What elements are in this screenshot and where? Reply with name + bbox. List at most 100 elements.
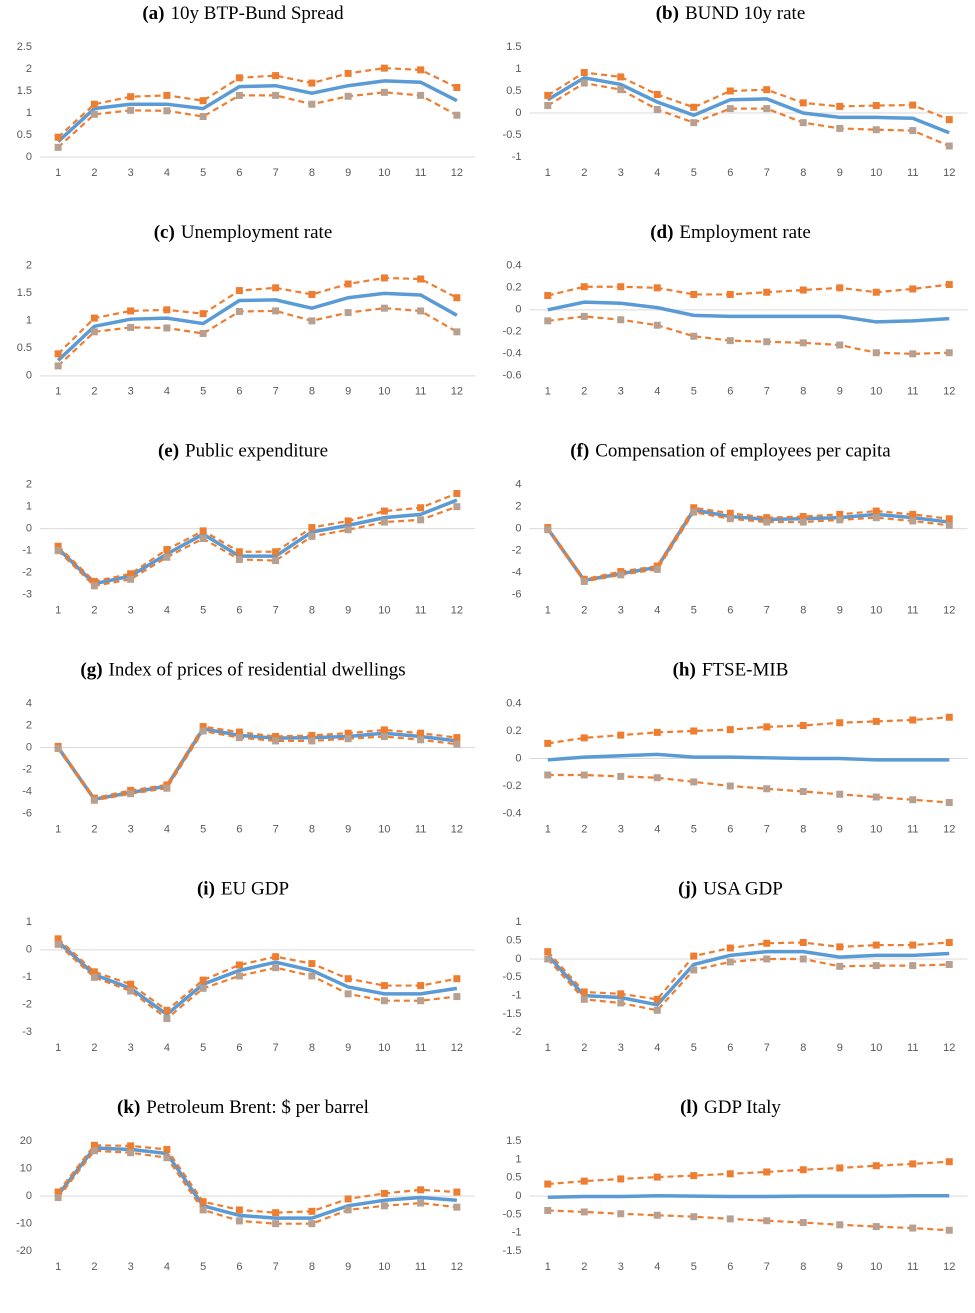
y-tick-label: 0	[26, 523, 32, 535]
x-tick-label: 2	[581, 1261, 587, 1273]
y-tick-label: -1	[22, 545, 32, 557]
marker	[617, 73, 625, 81]
marker	[344, 526, 352, 534]
marker	[799, 955, 807, 963]
marker	[90, 582, 98, 590]
marker	[127, 575, 135, 583]
y-tick-label: 10	[20, 1163, 32, 1175]
band-line	[57, 1144, 457, 1214]
panel-label: (k)	[117, 1098, 140, 1119]
x-tick-label: 9	[837, 1261, 843, 1273]
y-tick-label: 0	[515, 1190, 521, 1202]
marker	[90, 328, 98, 336]
x-tick-label: 3	[618, 1261, 624, 1273]
x-tick-label: 10	[378, 823, 390, 835]
x-tick-label: 9	[837, 823, 843, 835]
marker	[836, 510, 844, 518]
marker	[726, 87, 734, 95]
marker	[580, 771, 588, 779]
marker	[763, 785, 771, 793]
marker	[836, 284, 844, 292]
x-tick-label: 10	[378, 605, 390, 617]
y-tick-label: 1	[515, 63, 521, 75]
x-tick-label: 3	[128, 1261, 134, 1273]
marker	[453, 489, 461, 497]
x-tick-label: 8	[309, 1042, 315, 1054]
x-tick-label: 2	[91, 1261, 97, 1273]
x-tick-label: 6	[727, 823, 733, 835]
marker	[235, 972, 243, 980]
x-tick-label: 4	[654, 823, 660, 835]
marker	[199, 727, 207, 735]
x-tick-label: 5	[691, 167, 697, 179]
marker	[836, 102, 844, 110]
band-line	[57, 729, 458, 802]
marker	[453, 975, 461, 983]
x-tick-label: 8	[800, 605, 806, 617]
panel-title: (e) Public expenditure	[158, 441, 328, 462]
marker	[909, 350, 917, 358]
panel-label: (h)	[673, 660, 696, 681]
marker	[544, 1180, 552, 1188]
panel: (b) BUND 10y rate-1-0.500.511.51 2 3 4 5 6 7 8 9 1…	[503, 3, 968, 179]
marker	[54, 745, 62, 753]
y-tick-label: 0	[515, 304, 521, 316]
y-tick-label: 0.2	[506, 282, 521, 294]
y-tick-label: 0.5	[17, 342, 32, 354]
x-tick-label: 3	[128, 167, 134, 179]
x-tick-label: 1	[545, 386, 551, 398]
band-line	[57, 1149, 457, 1225]
y-tick-label: 4	[515, 479, 521, 491]
x-tick-label: 11	[415, 167, 426, 179]
band-line	[57, 307, 458, 367]
marker	[763, 338, 771, 346]
title-text: Unemployment rate	[181, 222, 332, 243]
marker	[872, 717, 880, 725]
y-tick-label: 1	[26, 501, 32, 513]
x-tick-label: 10	[870, 386, 882, 398]
title-text: Compensation of employees per capita	[595, 441, 891, 462]
y-tick-label: 1.5	[17, 287, 32, 299]
marker	[453, 1188, 461, 1196]
marker	[617, 283, 625, 291]
marker	[799, 939, 807, 946]
marker	[308, 100, 316, 108]
marker	[272, 307, 280, 315]
series-line	[56, 79, 458, 143]
marker	[163, 784, 171, 792]
x-tick-label: 4	[164, 167, 170, 179]
x-tick-label: 7	[764, 1261, 770, 1273]
marker	[653, 774, 661, 782]
marker	[380, 726, 388, 734]
y-tick-label: -1.5	[503, 1008, 522, 1020]
marker	[308, 960, 316, 968]
x-tick-label: 7	[764, 605, 770, 617]
marker	[909, 517, 917, 525]
marker	[945, 713, 953, 721]
marker	[90, 1147, 98, 1155]
marker	[272, 953, 280, 961]
y-tick-label: 1	[26, 315, 32, 327]
x-tick-label: 9	[345, 823, 351, 835]
marker	[163, 306, 171, 314]
x-tick-label: 2	[581, 823, 587, 835]
marker	[308, 290, 316, 298]
x-tick-label: 5	[200, 605, 206, 617]
marker	[872, 941, 880, 949]
marker	[580, 988, 588, 996]
panel: (k) Petroleum Brent: $ per barrel -20 -10 0 1…	[16, 1098, 475, 1273]
marker	[308, 731, 316, 739]
marker	[872, 349, 880, 357]
marker	[90, 314, 98, 322]
series-line	[546, 75, 950, 135]
marker	[836, 790, 844, 798]
marker	[54, 542, 62, 550]
y-tick-label: 1.5	[506, 1135, 521, 1147]
marker	[344, 729, 352, 737]
x-tick-label: 4	[164, 1042, 170, 1054]
marker	[726, 290, 734, 298]
series-line	[56, 291, 458, 362]
marker	[199, 527, 207, 535]
marker	[836, 1221, 844, 1229]
band-line	[547, 1160, 950, 1186]
